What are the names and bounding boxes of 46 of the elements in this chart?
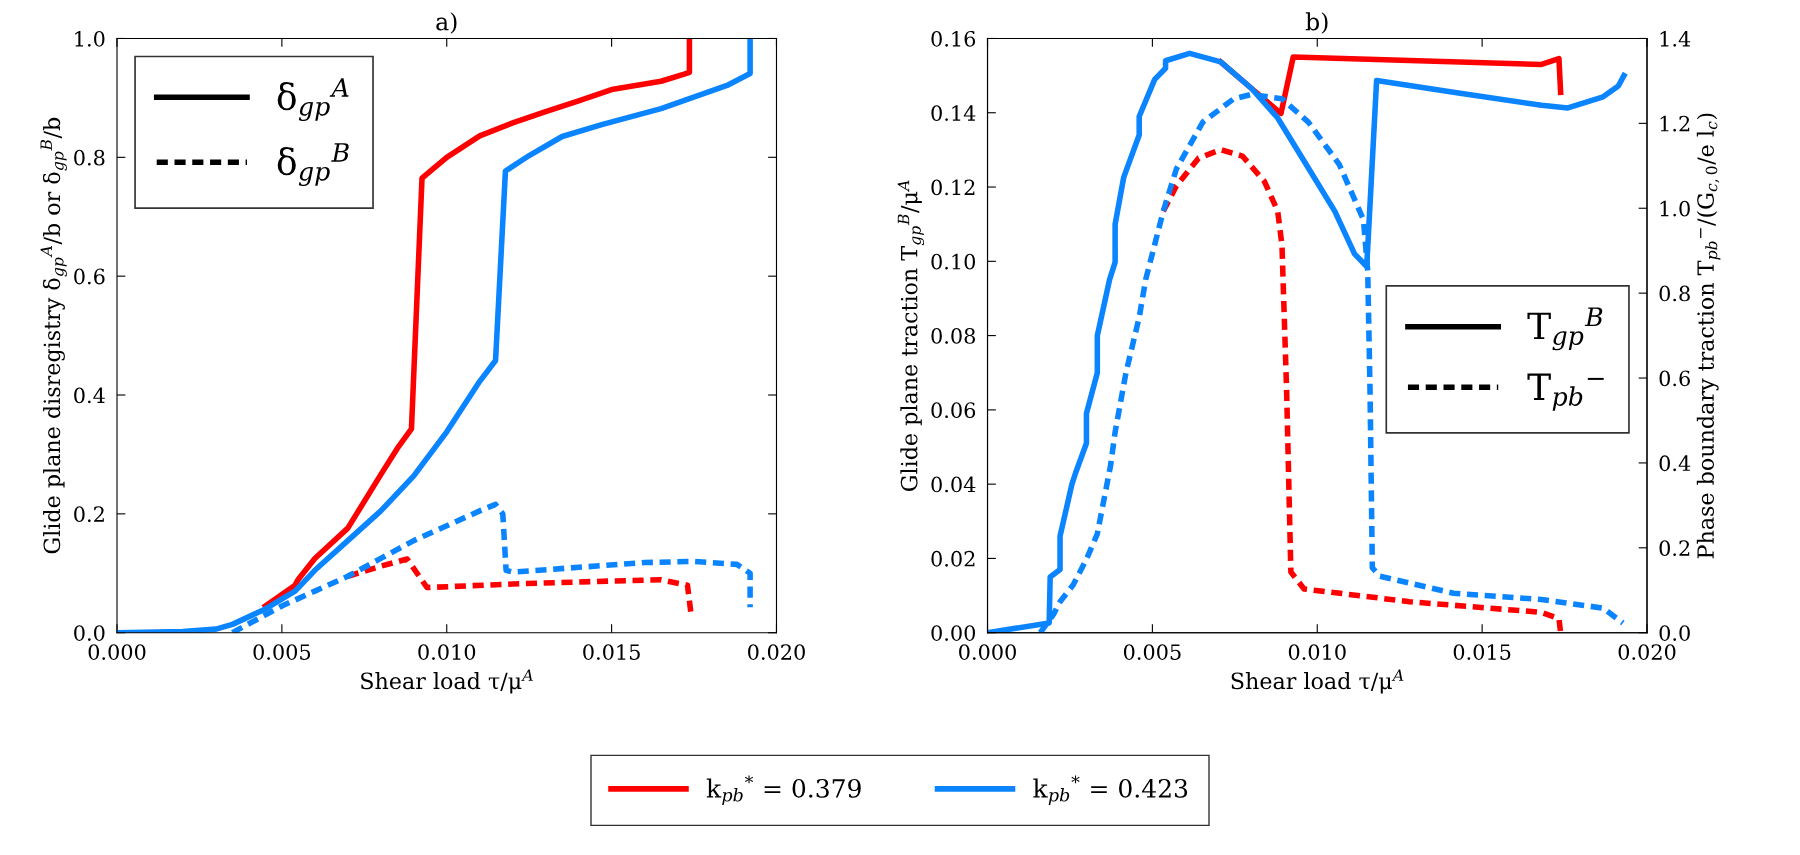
y-tick-label: 0.10 xyxy=(931,253,976,270)
y2-tick-label: 0.4 xyxy=(1659,455,1691,472)
chart-title: a) xyxy=(436,12,457,34)
annotation: T$_{gp}$$^{B}$ xyxy=(1527,307,1603,351)
y2-tick-label: 1.2 xyxy=(1660,115,1690,132)
annotation: δ$_{gp}$$^{B}$ xyxy=(277,143,349,186)
y2-tick-label: 1.0 xyxy=(1660,200,1690,217)
x-axis-title: Shear load τ/μ$^{A}$ xyxy=(1231,669,1404,694)
y-axis-title: Glide plane disregistry δ$_{gp}$$^{A}$/b or δ$_{gp}$$^{B}$/b xyxy=(40,117,67,554)
annotation: δ$_{gp}$$^{A}$ xyxy=(277,78,349,121)
y2-tick-label: 0.6 xyxy=(1659,370,1690,387)
y-tick-label: 0.00 xyxy=(931,625,976,641)
x-tick-label: 0.020 xyxy=(1618,644,1676,660)
x-tick-label: 0.000 xyxy=(88,644,146,660)
y2-tick-label: 1.4 xyxy=(1660,30,1691,47)
y-tick-label: 1.0 xyxy=(75,30,105,47)
y-tick-label: 0.08 xyxy=(931,328,975,344)
y-tick-label: 0.6 xyxy=(74,268,105,285)
legend-label: k$_{pb}$$^{*}$ = 0.423 xyxy=(1033,775,1188,805)
y2-tick-label: 0.8 xyxy=(1659,285,1690,302)
y-tick-label: 0.02 xyxy=(931,550,975,567)
y-tick-label: 0.16 xyxy=(931,30,976,47)
x-tick-label: 0.010 xyxy=(1288,644,1346,660)
x-tick-label: 0.010 xyxy=(418,644,476,660)
y-tick-label: 0.14 xyxy=(931,105,976,121)
y-tick-label: 0.0 xyxy=(74,625,105,641)
y-axis-title: Glide plane traction T$_{gp}$$^{B}$/μ$^{A}$ xyxy=(897,180,925,492)
x-tick-label: 0.005 xyxy=(1123,644,1181,660)
x-tick-label: 0.015 xyxy=(1453,644,1511,660)
x-axis-title: Shear load τ/μ$^{A}$ xyxy=(361,669,533,694)
y-tick-label: 0.8 xyxy=(74,149,105,166)
legend-label: k$_{pb}$$^{*}$ = 0.379 xyxy=(706,775,861,805)
y-tick-label: 0.12 xyxy=(931,179,975,196)
x-tick-label: 0.005 xyxy=(253,644,311,660)
y-tick-label: 0.06 xyxy=(931,402,976,419)
chart-title: b) xyxy=(1305,12,1328,34)
y2-tick-label: 0.2 xyxy=(1659,540,1690,557)
x-tick-label: 0.020 xyxy=(748,644,805,660)
y2-axis-title: Phase boundary traction T$_{pb}$$^{−}$/(G$_{c,0}$/e l$_{c}$) xyxy=(1696,113,1721,559)
y-tick-label: 0.4 xyxy=(74,387,105,404)
x-tick-label: 0.015 xyxy=(583,644,640,660)
annotation: T$_{pb}$$^{−}$ xyxy=(1527,373,1604,411)
x-tick-label: 0.000 xyxy=(959,644,1016,660)
y2-tick-label: 0.0 xyxy=(1659,625,1690,641)
y-tick-label: 0.04 xyxy=(931,476,976,493)
y-tick-label: 0.2 xyxy=(74,506,104,523)
